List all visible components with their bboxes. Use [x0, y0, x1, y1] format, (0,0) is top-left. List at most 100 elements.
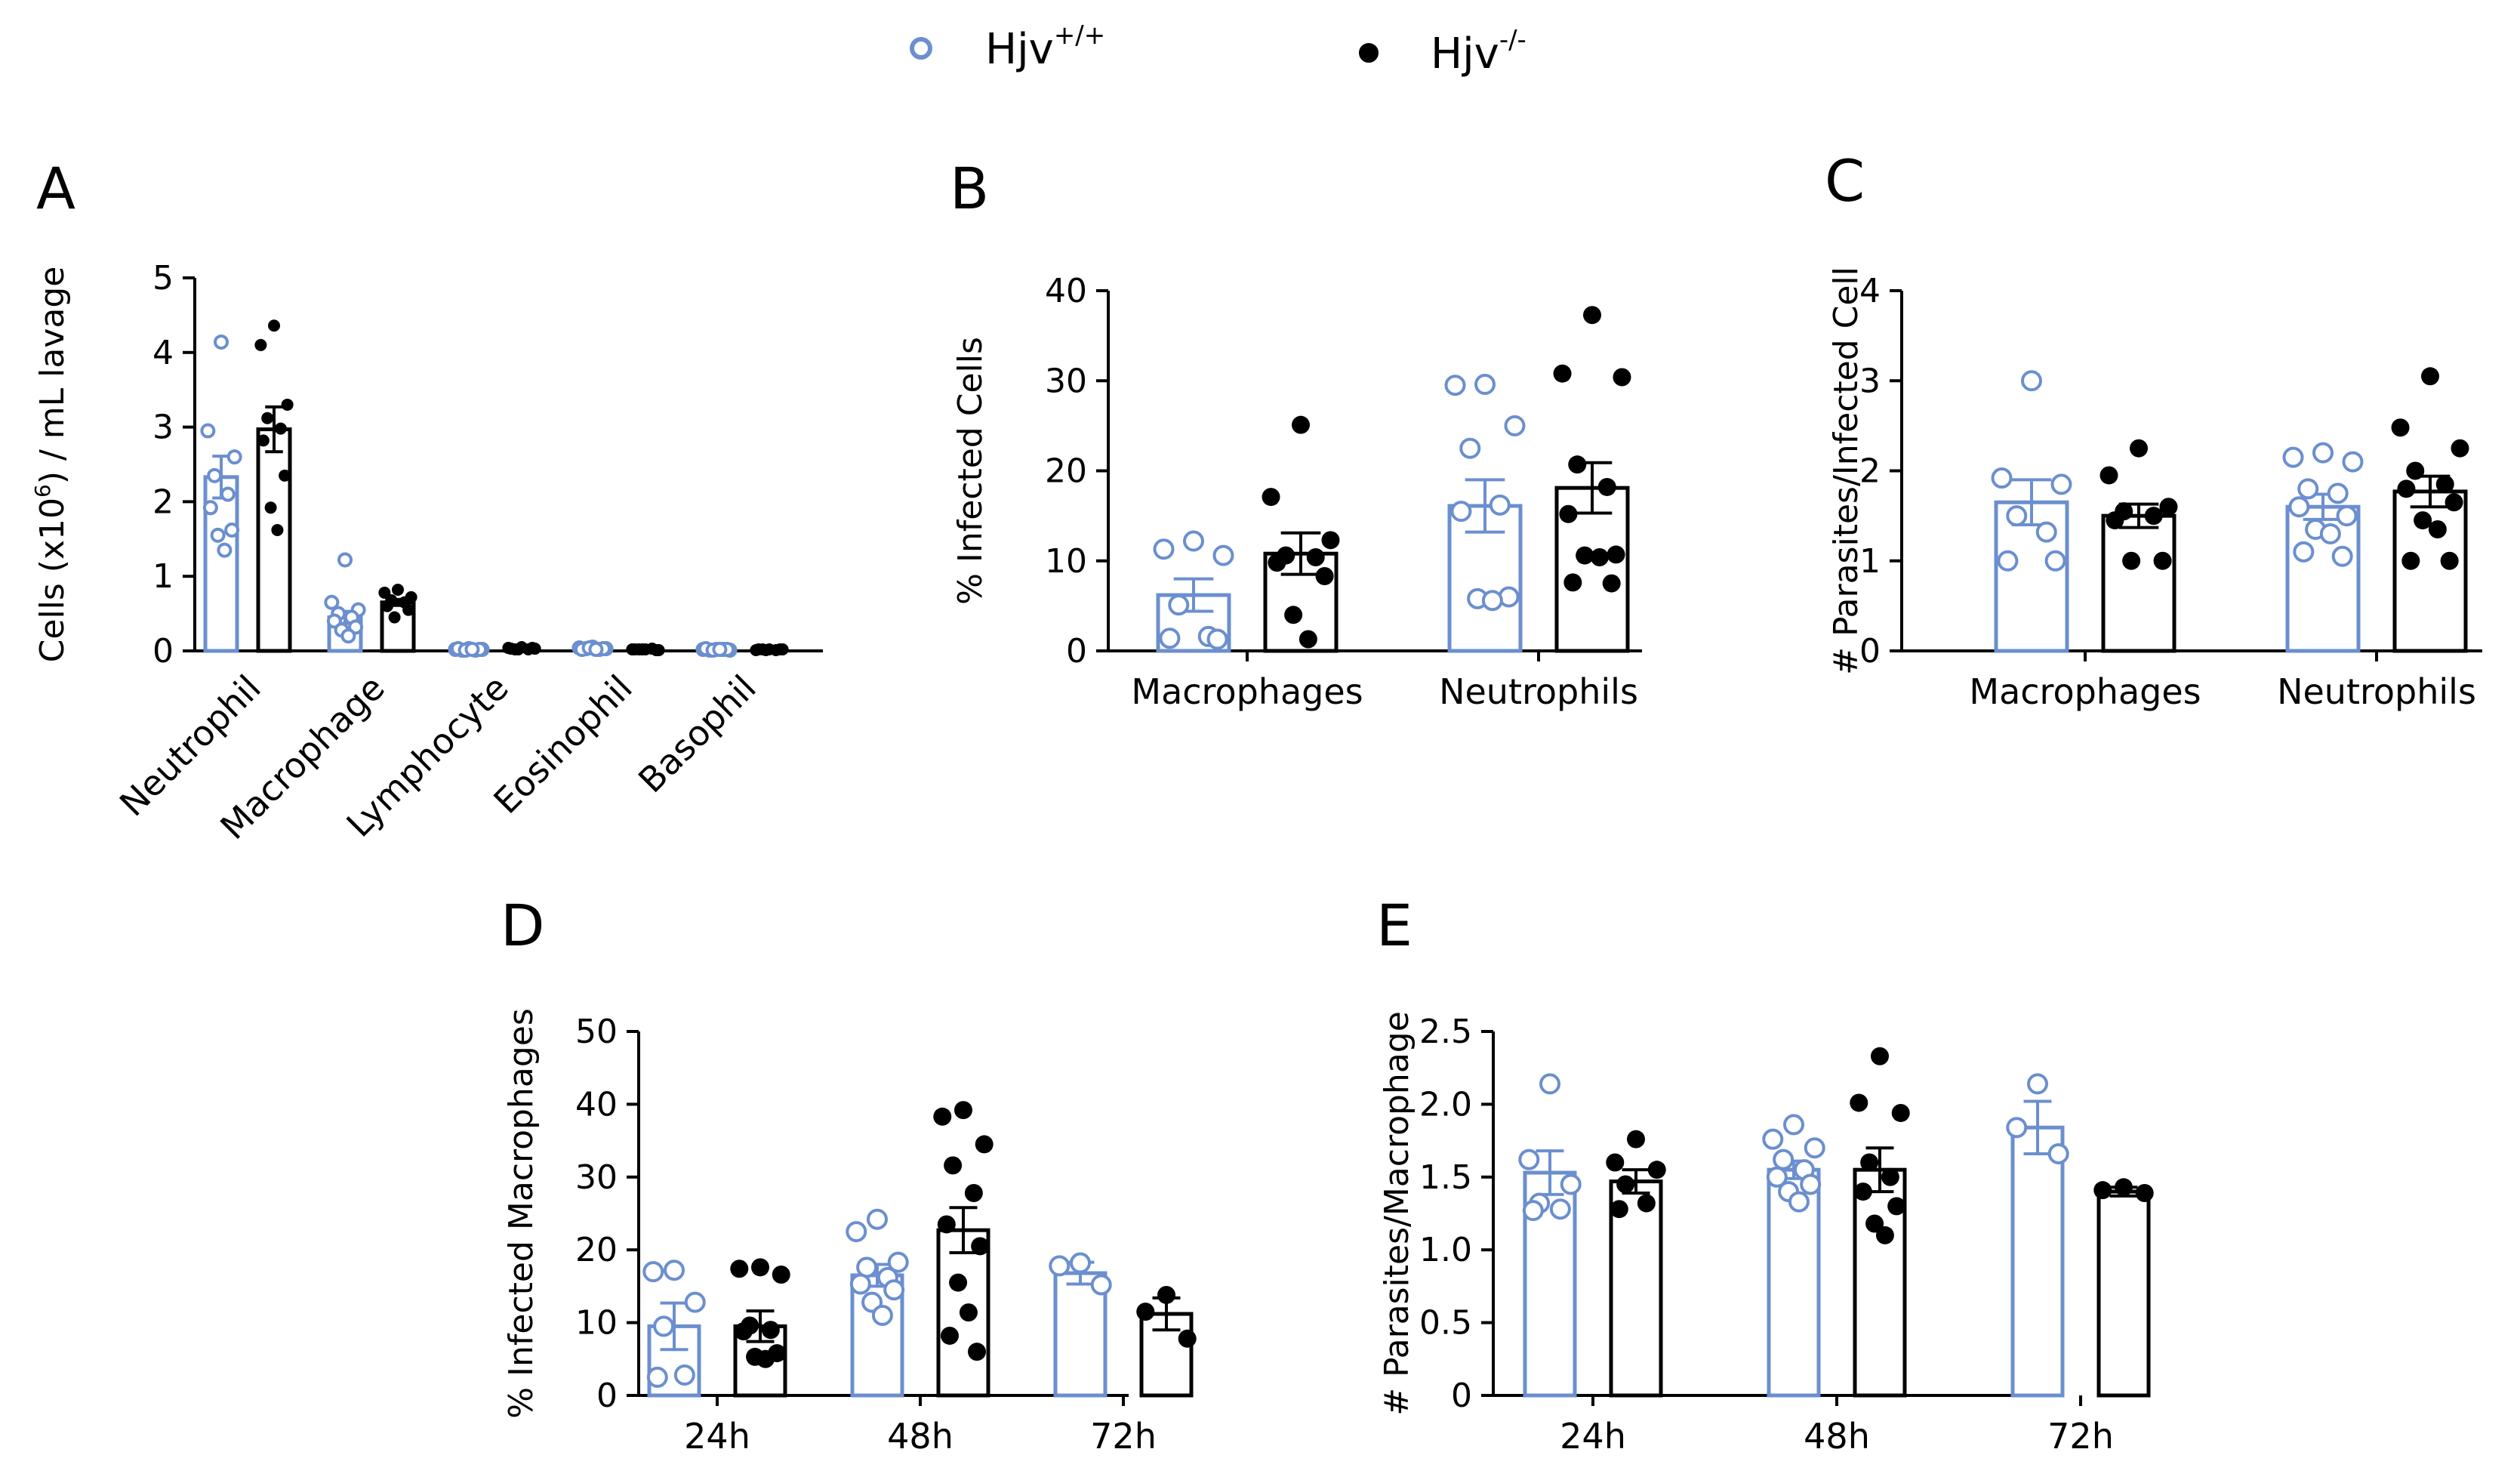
data-point-a-1-wt-1 — [324, 594, 340, 610]
data-point-b-1-ko-4 — [1597, 477, 1616, 496]
data-point-c-0-ko-0 — [2130, 439, 2148, 458]
y-tick-label-c-2: 2 — [1859, 452, 1881, 491]
data-point-c-0-wt-5 — [1997, 550, 2019, 572]
data-point-b-0-ko-8 — [1299, 630, 1317, 649]
data-point-d-1-ko-2 — [975, 1135, 994, 1154]
y-tick-label-b-1: 10 — [1045, 542, 1087, 581]
chart-panel-c: 0 1 2 3 4# Parasites/Infected Cell Macrophage… — [1827, 267, 2482, 712]
y-tick-label-b-2: 20 — [1045, 452, 1087, 491]
y-axis-title-c: # Parasites/Infected Cell — [1827, 267, 1865, 675]
data-point-e-1-ko-2 — [1891, 1103, 1910, 1122]
data-point-e-1-ko-5 — [1853, 1182, 1872, 1201]
data-point-b-0-ko-7 — [1284, 606, 1303, 624]
data-point-e-2-wt-0 — [2027, 1073, 2048, 1095]
data-point-a-0-wt-7 — [210, 527, 226, 543]
y-tick-label-d-1: 10 — [575, 1304, 618, 1343]
y-tick-label-a-2: 2 — [152, 483, 174, 521]
x-tick-label-c-1: Neutrophils — [2277, 671, 2476, 712]
data-point-c-1-wt-6 — [2336, 505, 2358, 527]
legend-label-ko-sup: -/- — [1499, 25, 1526, 55]
data-point-b-0-wt-5 — [1159, 627, 1181, 649]
y-tick-label-b-3: 30 — [1045, 362, 1087, 400]
y-axis-title-part-a-1: Cells (x10 — [33, 498, 72, 662]
data-point-a-0-ko-2 — [281, 398, 294, 411]
data-point-e-1-ko-6 — [1887, 1197, 1906, 1216]
data-point-e-2-wt-2 — [2047, 1142, 2069, 1164]
data-point-a-0-wt-1 — [200, 423, 216, 439]
x-tick-label-d-2: 72h — [1090, 1416, 1157, 1457]
data-point-a-1-ko-6 — [402, 603, 415, 616]
panel-letter-a: A — [36, 155, 75, 222]
data-point-c-1-ko-3 — [2406, 461, 2425, 480]
data-point-c-1-ko-6 — [2445, 493, 2463, 512]
bar-a-0-ko — [256, 427, 292, 653]
data-point-c-1-wt-1 — [2282, 446, 2304, 468]
data-point-d-0-wt-3 — [653, 1315, 675, 1337]
data-point-c-0-ko-2 — [2159, 498, 2178, 516]
data-point-b-0-ko-6 — [1315, 567, 1334, 586]
data-point-a-1-ko-5 — [380, 600, 393, 612]
data-point-e-2-ko-2 — [2135, 1184, 2154, 1203]
data-point-a-1-ko-7 — [388, 611, 401, 624]
data-point-c-1-ko-8 — [2428, 520, 2447, 539]
data-point-a-4-ko-7 — [759, 644, 772, 657]
y-tick-label-c-1: 1 — [1859, 542, 1881, 581]
data-point-b-0-ko-5 — [1268, 553, 1286, 572]
data-point-d-1-wt-0 — [867, 1208, 888, 1230]
data-point-c-1-ko-1 — [2391, 418, 2410, 437]
data-point-a-0-wt-6 — [224, 522, 240, 538]
data-point-d-0-wt-2 — [684, 1291, 706, 1313]
data-point-d-0-ko-5 — [734, 1322, 753, 1341]
data-point-b-1-wt-0 — [1474, 374, 1496, 396]
data-point-d-1-ko-6 — [971, 1237, 990, 1256]
data-point-c-0-wt-3 — [2006, 505, 2028, 527]
y-tick-label-e-3: 1.5 — [1419, 1158, 1472, 1197]
y-tick-label-d-3: 30 — [575, 1158, 618, 1197]
data-point-a-3-wt-8 — [588, 642, 604, 658]
panel-letter-e: E — [1376, 892, 1412, 959]
panel-letter-b: B — [950, 155, 989, 222]
data-point-d-0-wt-4 — [673, 1364, 695, 1386]
data-point-d-1-ko-4 — [964, 1184, 983, 1203]
data-point-d-1-ko-10 — [968, 1343, 987, 1361]
data-point-a-0-ko-3 — [261, 412, 274, 424]
data-point-d-1-ko-8 — [959, 1303, 978, 1322]
data-point-e-1-wt-5 — [1766, 1166, 1788, 1188]
data-point-a-0-ko-8 — [271, 523, 284, 536]
data-point-b-0-ko-1 — [1262, 488, 1280, 507]
y-tick-label-c-0: 0 — [1859, 632, 1881, 671]
data-point-e-1-wt-6 — [1800, 1173, 1822, 1195]
data-point-d-2-ko-1 — [1136, 1303, 1155, 1321]
x-tick-label-a-4: Basophil — [630, 668, 764, 801]
data-point-d-1-ko-9 — [940, 1326, 959, 1345]
data-point-d-0-ko-0 — [751, 1258, 769, 1277]
data-point-e-0-ko-1 — [1606, 1153, 1625, 1172]
data-point-b-1-wt-1 — [1444, 375, 1466, 396]
x-tick-label-b-1: Neutrophils — [1439, 671, 1638, 712]
data-point-c-0-wt-4 — [2035, 521, 2057, 543]
data-point-d-2-wt-0 — [1070, 1252, 1091, 1274]
y-tick-label-a-1: 1 — [152, 557, 174, 596]
data-point-c-1-ko-10 — [2440, 551, 2459, 570]
data-point-c-0-wt-0 — [2021, 370, 2042, 392]
data-point-c-0-ko-7 — [2122, 551, 2141, 570]
data-point-d-0-ko-8 — [756, 1349, 775, 1368]
data-point-c-1-ko-2 — [2451, 439, 2469, 458]
x-tick-label-c-0: Macrophages — [1969, 671, 2201, 712]
data-point-a-3-ko-7 — [636, 643, 648, 656]
data-point-d-1-ko-7 — [949, 1273, 968, 1292]
data-point-a-1-wt-8 — [340, 628, 356, 644]
data-point-e-2-ko-1 — [2093, 1181, 2112, 1200]
data-point-c-0-ko-5 — [2106, 511, 2124, 530]
data-point-a-4-ko-6 — [774, 643, 787, 656]
bar-e-2-wt — [2010, 1125, 2065, 1398]
data-point-c-0-ko-1 — [2099, 466, 2118, 485]
data-point-a-2-ko-6 — [526, 642, 539, 655]
data-point-e-2-ko-0 — [2115, 1178, 2133, 1197]
y-tick-label-d-4: 40 — [575, 1085, 618, 1124]
legend-label-wt-base: Hjv — [985, 25, 1054, 74]
data-point-a-3-ko-6 — [650, 644, 663, 657]
data-point-b-1-wt-3 — [1459, 437, 1481, 459]
data-point-a-1-ko-0 — [392, 583, 404, 596]
